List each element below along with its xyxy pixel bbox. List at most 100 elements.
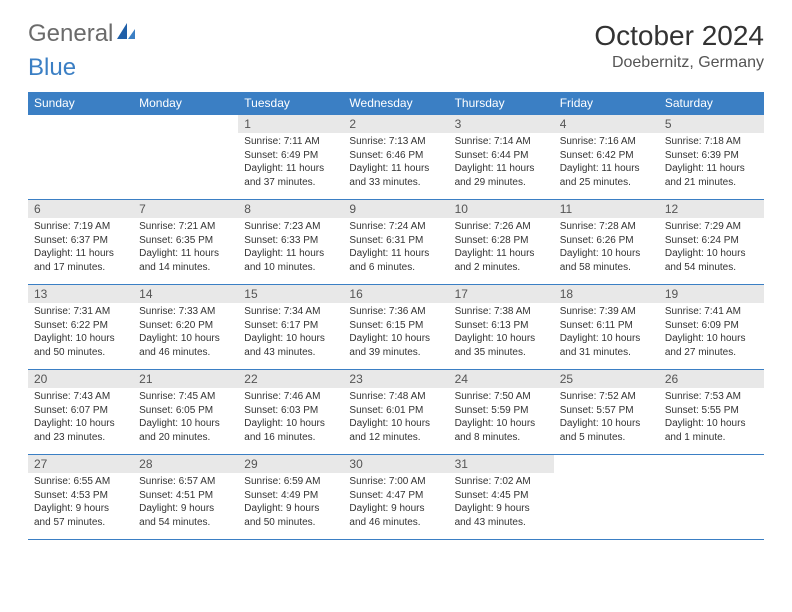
sunrise-text: Sunrise: 6:59 AM [244, 475, 337, 489]
day-details: Sunrise: 7:19 AMSunset: 6:37 PMDaylight:… [28, 218, 133, 278]
sunset-text: Sunset: 6:01 PM [349, 404, 442, 418]
sunset-text: Sunset: 6:31 PM [349, 234, 442, 248]
sunrise-text: Sunrise: 6:57 AM [139, 475, 232, 489]
calendar-day-cell: 11Sunrise: 7:28 AMSunset: 6:26 PMDayligh… [554, 200, 659, 285]
sunset-text: Sunset: 6:33 PM [244, 234, 337, 248]
daylight-text: Daylight: 11 hours and 17 minutes. [34, 247, 127, 274]
sunrise-text: Sunrise: 7:29 AM [665, 220, 758, 234]
calendar-day-cell: 5Sunrise: 7:18 AMSunset: 6:39 PMDaylight… [659, 115, 764, 200]
day-number: 15 [238, 285, 343, 303]
sunset-text: Sunset: 4:45 PM [455, 489, 548, 503]
calendar-day-cell: 26Sunrise: 7:53 AMSunset: 5:55 PMDayligh… [659, 370, 764, 455]
calendar-day-cell: 10Sunrise: 7:26 AMSunset: 6:28 PMDayligh… [449, 200, 554, 285]
day-number: 7 [133, 200, 238, 218]
day-details: Sunrise: 7:00 AMSunset: 4:47 PMDaylight:… [343, 473, 448, 533]
sunrise-text: Sunrise: 7:48 AM [349, 390, 442, 404]
calendar-week-row: 27Sunrise: 6:55 AMSunset: 4:53 PMDayligh… [28, 455, 764, 540]
daylight-text: Daylight: 10 hours and 23 minutes. [34, 417, 127, 444]
month-title: October 2024 [594, 20, 764, 52]
daylight-text: Daylight: 11 hours and 2 minutes. [455, 247, 548, 274]
sunset-text: Sunset: 6:37 PM [34, 234, 127, 248]
calendar-day-cell: 17Sunrise: 7:38 AMSunset: 6:13 PMDayligh… [449, 285, 554, 370]
day-details: Sunrise: 6:59 AMSunset: 4:49 PMDaylight:… [238, 473, 343, 533]
day-number: 3 [449, 115, 554, 133]
calendar-day-cell: .. [554, 455, 659, 540]
calendar-day-cell: 3Sunrise: 7:14 AMSunset: 6:44 PMDaylight… [449, 115, 554, 200]
day-number: 21 [133, 370, 238, 388]
daylight-text: Daylight: 10 hours and 20 minutes. [139, 417, 232, 444]
day-number: 31 [449, 455, 554, 473]
calendar-day-cell: 4Sunrise: 7:16 AMSunset: 6:42 PMDaylight… [554, 115, 659, 200]
sunset-text: Sunset: 5:57 PM [560, 404, 653, 418]
day-number: 1 [238, 115, 343, 133]
day-details: Sunrise: 7:02 AMSunset: 4:45 PMDaylight:… [449, 473, 554, 533]
sunrise-text: Sunrise: 7:39 AM [560, 305, 653, 319]
day-details: Sunrise: 7:48 AMSunset: 6:01 PMDaylight:… [343, 388, 448, 448]
calendar-day-cell: 22Sunrise: 7:46 AMSunset: 6:03 PMDayligh… [238, 370, 343, 455]
weekday-header: Thursday [449, 92, 554, 115]
sunset-text: Sunset: 6:24 PM [665, 234, 758, 248]
calendar-day-cell: 2Sunrise: 7:13 AMSunset: 6:46 PMDaylight… [343, 115, 448, 200]
calendar-day-cell: 27Sunrise: 6:55 AMSunset: 4:53 PMDayligh… [28, 455, 133, 540]
calendar-day-cell: 8 Sunrise: 7:23 AMSunset: 6:33 PMDaylight… [238, 200, 343, 285]
day-details: Sunrise: 7:29 AMSunset: 6:24 PMDaylight:… [659, 218, 764, 278]
sunset-text: Sunset: 6:03 PM [244, 404, 337, 418]
calendar-day-cell: .. [28, 115, 133, 200]
day-number: 8 [238, 200, 343, 218]
sunset-text: Sunset: 6:28 PM [455, 234, 548, 248]
sunrise-text: Sunrise: 7:34 AM [244, 305, 337, 319]
daylight-text: Daylight: 11 hours and 10 minutes. [244, 247, 337, 274]
daylight-text: Daylight: 10 hours and 5 minutes. [560, 417, 653, 444]
daylight-text: Daylight: 9 hours and 50 minutes. [244, 502, 337, 529]
day-number: 26 [659, 370, 764, 388]
daylight-text: Daylight: 10 hours and 8 minutes. [455, 417, 548, 444]
day-details: Sunrise: 7:52 AMSunset: 5:57 PMDaylight:… [554, 388, 659, 448]
sunset-text: Sunset: 6:42 PM [560, 149, 653, 163]
calendar-day-cell: 16Sunrise: 7:36 AMSunset: 6:15 PMDayligh… [343, 285, 448, 370]
day-details: Sunrise: 7:24 AMSunset: 6:31 PMDaylight:… [343, 218, 448, 278]
sunset-text: Sunset: 6:20 PM [139, 319, 232, 333]
sunset-text: Sunset: 6:17 PM [244, 319, 337, 333]
sunset-text: Sunset: 6:09 PM [665, 319, 758, 333]
day-details: Sunrise: 7:33 AMSunset: 6:20 PMDaylight:… [133, 303, 238, 363]
daylight-text: Daylight: 11 hours and 29 minutes. [455, 162, 548, 189]
logo-text-blue: Blue [28, 54, 764, 82]
day-number: 12 [659, 200, 764, 218]
sunrise-text: Sunrise: 7:28 AM [560, 220, 653, 234]
day-details: Sunrise: 7:28 AMSunset: 6:26 PMDaylight:… [554, 218, 659, 278]
daylight-text: Daylight: 10 hours and 43 minutes. [244, 332, 337, 359]
day-number: 18 [554, 285, 659, 303]
day-details: Sunrise: 7:46 AMSunset: 6:03 PMDaylight:… [238, 388, 343, 448]
weekday-header: Saturday [659, 92, 764, 115]
daylight-text: Daylight: 9 hours and 46 minutes. [349, 502, 442, 529]
calendar-week-row: 6Sunrise: 7:19 AMSunset: 6:37 PMDaylight… [28, 200, 764, 285]
day-number: 24 [449, 370, 554, 388]
day-details: Sunrise: 7:26 AMSunset: 6:28 PMDaylight:… [449, 218, 554, 278]
calendar-day-cell: 30Sunrise: 7:00 AMSunset: 4:47 PMDayligh… [343, 455, 448, 540]
day-number: 11 [554, 200, 659, 218]
day-details: Sunrise: 7:45 AMSunset: 6:05 PMDaylight:… [133, 388, 238, 448]
calendar-day-cell: 14Sunrise: 7:33 AMSunset: 6:20 PMDayligh… [133, 285, 238, 370]
sunrise-text: Sunrise: 7:23 AM [244, 220, 337, 234]
sunrise-text: Sunrise: 7:13 AM [349, 135, 442, 149]
day-details: Sunrise: 7:11 AMSunset: 6:49 PMDaylight:… [238, 133, 343, 193]
calendar-day-cell: 21Sunrise: 7:45 AMSunset: 6:05 PMDayligh… [133, 370, 238, 455]
daylight-text: Daylight: 11 hours and 21 minutes. [665, 162, 758, 189]
day-number: 27 [28, 455, 133, 473]
sunset-text: Sunset: 6:49 PM [244, 149, 337, 163]
calendar-day-cell: 1Sunrise: 7:11 AMSunset: 6:49 PMDaylight… [238, 115, 343, 200]
day-details: Sunrise: 7:31 AMSunset: 6:22 PMDaylight:… [28, 303, 133, 363]
sunrise-text: Sunrise: 7:36 AM [349, 305, 442, 319]
day-details: Sunrise: 7:39 AMSunset: 6:11 PMDaylight:… [554, 303, 659, 363]
sunset-text: Sunset: 6:15 PM [349, 319, 442, 333]
calendar-day-cell: 7Sunrise: 7:21 AMSunset: 6:35 PMDaylight… [133, 200, 238, 285]
calendar-day-cell: 18Sunrise: 7:39 AMSunset: 6:11 PMDayligh… [554, 285, 659, 370]
calendar-day-cell: 19Sunrise: 7:41 AMSunset: 6:09 PMDayligh… [659, 285, 764, 370]
daylight-text: Daylight: 11 hours and 33 minutes. [349, 162, 442, 189]
calendar-day-cell: 24Sunrise: 7:50 AMSunset: 5:59 PMDayligh… [449, 370, 554, 455]
weekday-header: Tuesday [238, 92, 343, 115]
sunset-text: Sunset: 4:51 PM [139, 489, 232, 503]
sunrise-text: Sunrise: 7:43 AM [34, 390, 127, 404]
day-details: Sunrise: 7:16 AMSunset: 6:42 PMDaylight:… [554, 133, 659, 193]
sunrise-text: Sunrise: 6:55 AM [34, 475, 127, 489]
